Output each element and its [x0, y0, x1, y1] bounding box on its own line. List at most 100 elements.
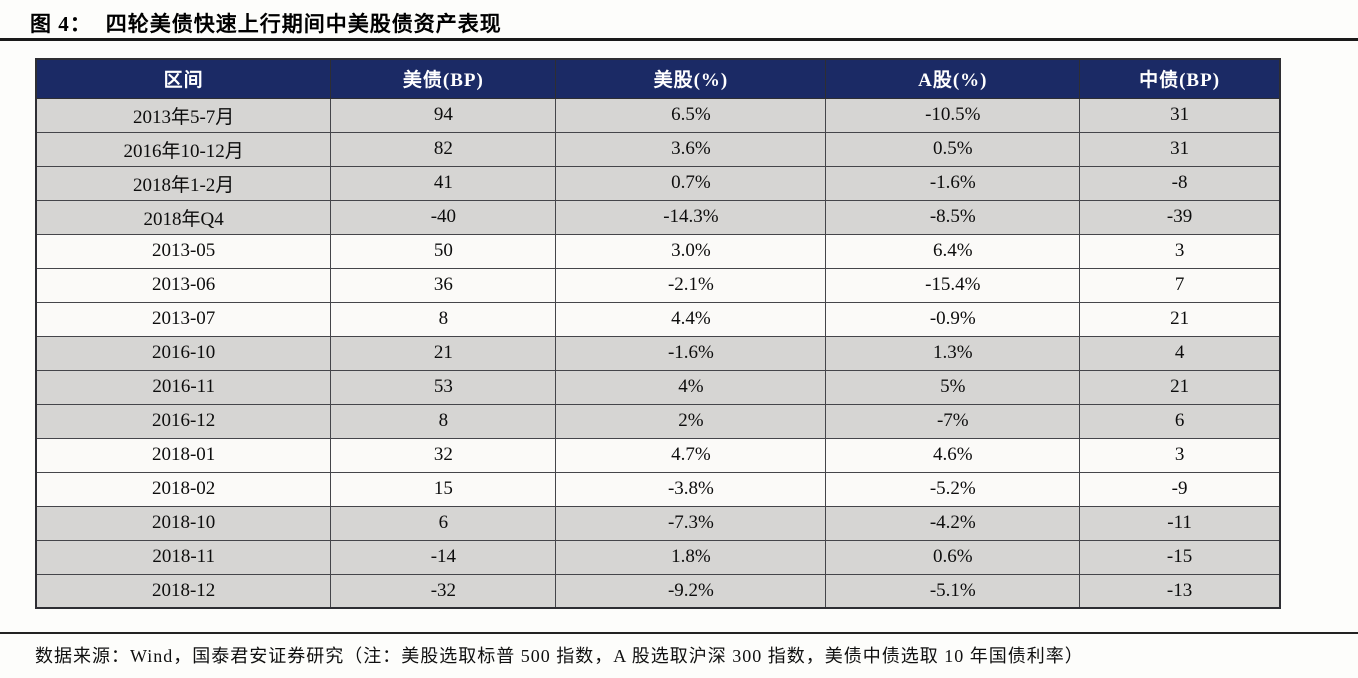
table-cell: 0.7%	[555, 165, 827, 201]
table-cell: 21	[330, 335, 557, 371]
table-cell: -2.1%	[555, 267, 827, 303]
table-cell: 0.5%	[825, 131, 1081, 167]
table-cell: -39	[1079, 199, 1281, 235]
table-cell: 1.8%	[555, 539, 827, 575]
table-cell: 50	[330, 233, 557, 269]
title-divider	[0, 38, 1358, 41]
table-cell: 2013-05	[35, 233, 332, 269]
table-cell: 94	[330, 97, 557, 133]
table-cell: 4.7%	[555, 437, 827, 473]
column-header-0: 区间	[35, 58, 332, 99]
table-cell: -1.6%	[555, 335, 827, 371]
table-cell: 21	[1079, 369, 1281, 405]
table-header-row: 区间 美债(BP) 美股(%) A股(%) 中债(BP)	[35, 58, 1281, 99]
table-cell: 31	[1079, 131, 1281, 167]
table-cell: -7.3%	[555, 505, 827, 541]
table-cell: -8.5%	[825, 199, 1081, 235]
table-cell: 32	[330, 437, 557, 473]
table-cell: -9	[1079, 471, 1281, 507]
table-cell: -3.8%	[555, 471, 827, 507]
table-row: 2013-06 36 -2.1% -15.4% 7	[35, 267, 1281, 303]
table-cell: 2018年Q4	[35, 199, 332, 235]
table-cell: -1.6%	[825, 165, 1081, 201]
column-header-3: A股(%)	[825, 58, 1081, 99]
table-cell: 2016-11	[35, 369, 332, 405]
table-cell: 41	[330, 165, 557, 201]
table-cell: 2016年10-12月	[35, 131, 332, 167]
table-cell: -15.4%	[825, 267, 1081, 303]
table-row: 2013年5-7月 94 6.5% -10.5% 31	[35, 97, 1281, 133]
table-cell: -7%	[825, 403, 1081, 439]
table-row: 2018年Q4 -40 -14.3% -8.5% -39	[35, 199, 1281, 235]
table-cell: 5%	[825, 369, 1081, 405]
table-cell: 2018年1-2月	[35, 165, 332, 201]
table-cell: 6	[330, 505, 557, 541]
table-cell: -10.5%	[825, 97, 1081, 133]
table-row: 2013-05 50 3.0% 6.4% 3	[35, 233, 1281, 269]
table-cell: 6.4%	[825, 233, 1081, 269]
table-cell: 6	[1079, 403, 1281, 439]
table-row: 2018-02 15 -3.8% -5.2% -9	[35, 471, 1281, 507]
table-cell: 36	[330, 267, 557, 303]
table-cell: 2016-10	[35, 335, 332, 371]
table-cell: -9.2%	[555, 573, 827, 609]
table-cell: 7	[1079, 267, 1281, 303]
table-cell: -14.3%	[555, 199, 827, 235]
column-header-2: 美股(%)	[555, 58, 827, 99]
table-cell: 53	[330, 369, 557, 405]
table-cell: 0.6%	[825, 539, 1081, 575]
table-row: 2013-07 8 4.4% -0.9% 21	[35, 301, 1281, 337]
table-cell: 31	[1079, 97, 1281, 133]
table-cell: 3.6%	[555, 131, 827, 167]
table-cell: -0.9%	[825, 301, 1081, 337]
table-cell: 2018-01	[35, 437, 332, 473]
table-cell: 2013-07	[35, 301, 332, 337]
table-cell: 2013-06	[35, 267, 332, 303]
table-cell: -13	[1079, 573, 1281, 609]
table-row: 2016-12 8 2% -7% 6	[35, 403, 1281, 439]
table-cell: -5.2%	[825, 471, 1081, 507]
table-cell: 6.5%	[555, 97, 827, 133]
table-cell: 8	[330, 403, 557, 439]
table-cell: 15	[330, 471, 557, 507]
table-cell: 4.4%	[555, 301, 827, 337]
table-row: 2016-10 21 -1.6% 1.3% 4	[35, 335, 1281, 371]
table-cell: 2018-11	[35, 539, 332, 575]
table-cell: -8	[1079, 165, 1281, 201]
table-cell: -4.2%	[825, 505, 1081, 541]
figure-title: 图 4： 四轮美债快速上行期间中美股债资产表现	[30, 8, 502, 38]
table-cell: -40	[330, 199, 557, 235]
table-row: 2018-12 -32 -9.2% -5.1% -13	[35, 573, 1281, 609]
table-cell: 4	[1079, 335, 1281, 371]
column-header-4: 中债(BP)	[1079, 58, 1281, 99]
table-body: 2013年5-7月 94 6.5% -10.5% 31 2016年10-12月 82 3.6%…	[35, 97, 1281, 609]
table-cell: 2018-02	[35, 471, 332, 507]
table-cell: 82	[330, 131, 557, 167]
source-note: 数据来源：Wind，国泰君安证券研究（注：美股选取标普 500 指数，A 股选取…	[35, 646, 1084, 666]
table-row: 2018-11 -14 1.8% 0.6% -15	[35, 539, 1281, 575]
table-cell: -32	[330, 573, 557, 609]
table-cell: -15	[1079, 539, 1281, 575]
table-row: 2018年1-2月 41 0.7% -1.6% -8	[35, 165, 1281, 201]
table-row: 2016-11 53 4% 5% 21	[35, 369, 1281, 405]
table-row: 2016年10-12月 82 3.6% 0.5% 31	[35, 131, 1281, 167]
footer-divider	[0, 632, 1358, 634]
table-row: 2018-01 32 4.7% 4.6% 3	[35, 437, 1281, 473]
asset-performance-table: 区间 美债(BP) 美股(%) A股(%) 中债(BP) 2013年5-7月 94 6.5%…	[35, 58, 1281, 609]
table-row: 2018-10 6 -7.3% -4.2% -11	[35, 505, 1281, 541]
table-cell: 3	[1079, 233, 1281, 269]
table-cell: 4.6%	[825, 437, 1081, 473]
table-cell: 21	[1079, 301, 1281, 337]
figure-label: 图 4：	[30, 12, 92, 36]
column-header-1: 美债(BP)	[330, 58, 557, 99]
table-cell: 2%	[555, 403, 827, 439]
table-cell: 3	[1079, 437, 1281, 473]
table-cell: 2013年5-7月	[35, 97, 332, 133]
table-cell: 2016-12	[35, 403, 332, 439]
table-cell: 2018-10	[35, 505, 332, 541]
table-cell: 2018-12	[35, 573, 332, 609]
table-cell: 3.0%	[555, 233, 827, 269]
table-cell: 8	[330, 301, 557, 337]
table-cell: -11	[1079, 505, 1281, 541]
figure-title-text: 四轮美债快速上行期间中美股债资产表现	[105, 12, 502, 36]
